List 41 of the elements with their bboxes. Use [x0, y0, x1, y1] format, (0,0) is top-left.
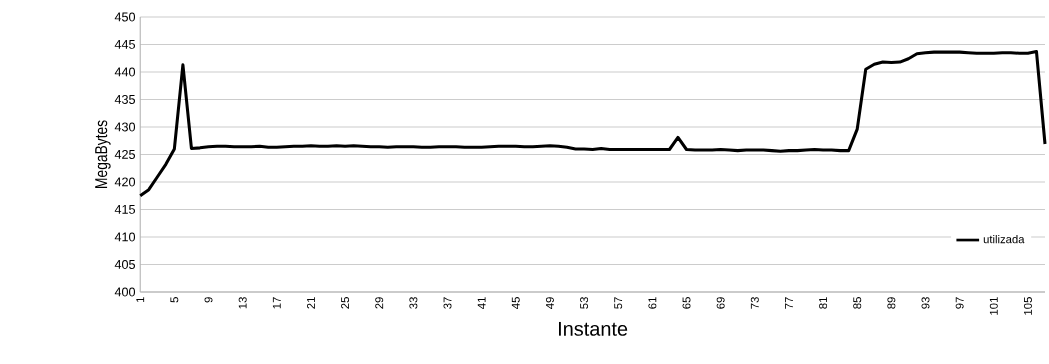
- x-tick-label: 13: [238, 297, 247, 309]
- y-tick-label: 405: [114, 260, 136, 270]
- y-tick-label: 425: [114, 150, 136, 160]
- x-tick-label: 65: [682, 297, 691, 309]
- y-tick-label: 400: [114, 287, 136, 297]
- x-tick-label: 5: [170, 297, 179, 303]
- x-tick-label: 29: [375, 297, 384, 309]
- y-tick-label: 440: [114, 67, 136, 77]
- x-tick-label: 57: [614, 297, 623, 309]
- y-tick-label: 450: [114, 12, 136, 22]
- x-tick-label: 33: [409, 297, 418, 309]
- y-tick-label: 445: [114, 40, 136, 49]
- x-tick-label: 53: [580, 297, 589, 309]
- x-tick-label: 61: [648, 297, 657, 309]
- x-tick-label: 21: [307, 297, 315, 309]
- x-tick-label: 45: [511, 297, 520, 310]
- x-tick-label: 25: [341, 297, 350, 309]
- y-tick-label: 420: [114, 177, 136, 187]
- x-tick-label: 37: [443, 297, 452, 309]
- x-tick-label: 89: [887, 297, 896, 309]
- x-tick-label: 41: [477, 297, 486, 310]
- x-tick-label: 69: [716, 297, 725, 309]
- x-tick-label: 9: [204, 297, 213, 303]
- legend-label: utilizada: [983, 235, 1025, 244]
- x-tick-label: 97: [955, 297, 964, 309]
- y-tick-label: 415: [114, 205, 136, 214]
- x-tick-label: 17: [272, 297, 281, 309]
- x-tick-label: 105: [1023, 297, 1032, 315]
- y-tick-label: 435: [114, 95, 136, 105]
- x-tick-label: 1: [136, 297, 145, 303]
- x-axis-title: Instante: [558, 322, 628, 336]
- y-tick-label: 410: [114, 232, 136, 242]
- y-axis-title: MegaBytes: [95, 120, 111, 189]
- x-tick-label: 73: [750, 297, 759, 309]
- x-tick-label: 93: [921, 297, 930, 309]
- y-tick-label: 430: [114, 122, 136, 132]
- x-tick-label: 85: [853, 297, 862, 309]
- x-tick-label: 101: [989, 297, 998, 315]
- x-tick-label: 81: [819, 297, 828, 309]
- x-tick-label: 49: [545, 297, 554, 310]
- x-tick-label: 77: [785, 297, 793, 309]
